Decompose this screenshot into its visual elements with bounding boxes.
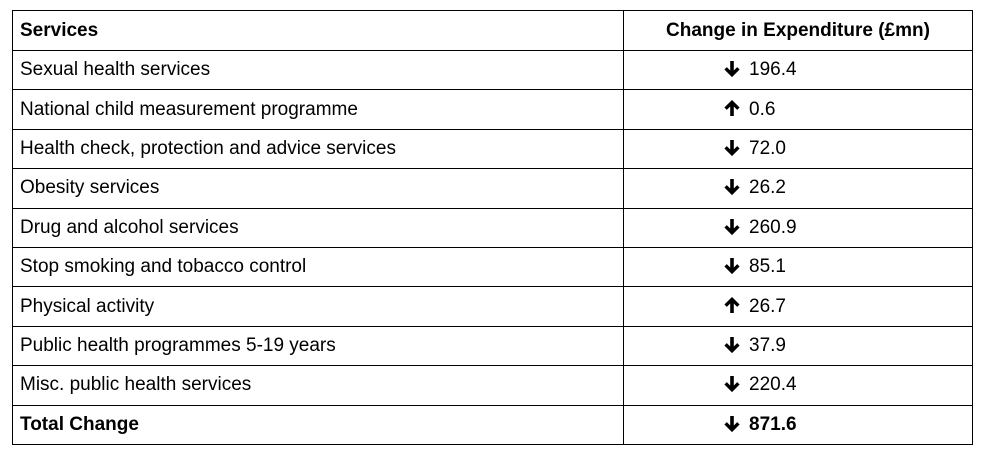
down-arrow bbox=[724, 258, 740, 275]
service: Drug and alcohol services bbox=[12, 207, 624, 248]
change-cell: 72.0 bbox=[623, 128, 973, 170]
change: 26.2 bbox=[749, 177, 786, 199]
down-arrow bbox=[724, 139, 740, 157]
change-cell: 196.4 bbox=[623, 49, 973, 91]
expenditure-table: Services Change in Expenditure (£mn) Sex… bbox=[12, 10, 973, 445]
up-arrow bbox=[724, 296, 740, 313]
down-arrow bbox=[724, 415, 740, 432]
service: Health check, protection and advice serv… bbox=[12, 128, 624, 170]
total-row: Total Change 871.6 bbox=[12, 404, 973, 445]
header-cell: Services bbox=[12, 10, 624, 51]
change-cell: 26.7 bbox=[623, 286, 973, 327]
change: 220.4 bbox=[749, 374, 797, 396]
change-cell: 871.6 bbox=[623, 404, 973, 445]
total-label: Total Change bbox=[12, 404, 624, 445]
change: 260.9 bbox=[749, 216, 797, 238]
row: National child measurement programme 0.6 bbox=[12, 89, 973, 130]
down-arrow bbox=[724, 179, 740, 196]
service: Misc. public health services bbox=[12, 365, 624, 406]
header-cell: Change in Expenditure (£mn) bbox=[623, 10, 973, 51]
row: Physical activity 26.7 bbox=[12, 286, 973, 327]
header-row: Services Change in Expenditure (£mn) bbox=[12, 10, 973, 51]
change-cell: 26.2 bbox=[623, 168, 973, 209]
row: Sexual health services 196.4 bbox=[12, 49, 973, 91]
change-cell: 0.6 bbox=[623, 89, 973, 130]
change: 37.9 bbox=[749, 334, 786, 356]
row: Stop smoking and tobacco control 85.1 bbox=[12, 246, 973, 288]
service: National child measurement programme bbox=[12, 89, 624, 130]
change: 196.4 bbox=[749, 59, 797, 81]
service: Physical activity bbox=[12, 286, 624, 327]
total-change: 871.6 bbox=[749, 413, 797, 435]
change-cell: 85.1 bbox=[623, 246, 973, 288]
change: 0.6 bbox=[749, 98, 776, 120]
change-cell: 260.9 bbox=[623, 207, 973, 248]
row: Obesity services 26.2 bbox=[12, 168, 973, 209]
service: Obesity services bbox=[12, 168, 624, 209]
row: Health check, protection and advice serv… bbox=[12, 128, 973, 170]
row: Public health programmes 5-19 years 37.9 bbox=[12, 325, 973, 367]
service: Stop smoking and tobacco control bbox=[12, 246, 624, 288]
down-arrow bbox=[724, 336, 740, 354]
down-arrow bbox=[724, 218, 740, 235]
service: Sexual health services bbox=[12, 49, 624, 91]
change-cell: 37.9 bbox=[623, 325, 973, 367]
service: Public health programmes 5-19 years bbox=[12, 325, 624, 367]
change: 85.1 bbox=[749, 256, 786, 278]
row: Drug and alcohol services 260.9 bbox=[12, 207, 973, 248]
up-arrow bbox=[724, 99, 740, 116]
change: 26.7 bbox=[749, 295, 786, 317]
down-arrow bbox=[724, 376, 740, 393]
row: Misc. public health services 220.4 bbox=[12, 365, 973, 406]
change: 72.0 bbox=[749, 137, 786, 159]
down-arrow bbox=[724, 61, 740, 78]
change-cell: 220.4 bbox=[623, 365, 973, 406]
